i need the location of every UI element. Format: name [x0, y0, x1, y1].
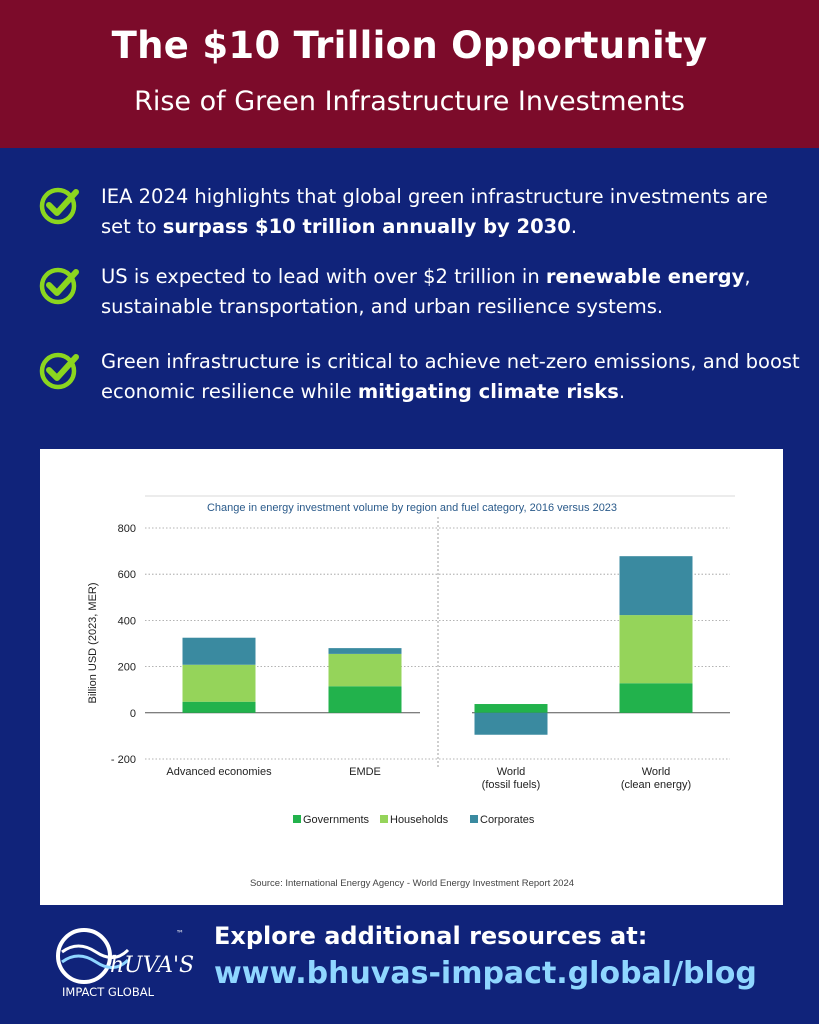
bar-segment-governments — [182, 701, 256, 713]
bar-segment-households — [182, 664, 256, 702]
footer-label: Explore additional resources at: — [214, 922, 648, 950]
legend-swatch — [380, 815, 388, 823]
x-tick-label: Advanced economies — [166, 766, 272, 778]
x-tick-label: EMDE — [349, 766, 381, 778]
y-tick-label: - 200 — [111, 754, 136, 766]
bullet-text: IEA 2024 highlights that global green in… — [101, 185, 768, 238]
bullet-text: Green infrastructure is critical to achi… — [101, 350, 800, 403]
bullet-item: IEA 2024 highlights that global green in… — [38, 182, 798, 252]
bar-segment-governments — [619, 683, 693, 713]
chart-source-note: Source: International Energy Agency - Wo… — [250, 878, 574, 889]
x-tick-label: World — [497, 766, 526, 778]
legend-label: Governments — [303, 814, 370, 826]
chart-card: Change in energy investment volume by re… — [40, 449, 783, 905]
stacked-bar-chart: Change in energy investment volume by re… — [87, 495, 735, 889]
bhuvas-impact-global-logo: hUVA'S IMPACT GLOBAL ™ — [56, 928, 194, 999]
y-tick-label: 200 — [118, 662, 136, 674]
logo-trademark: ™ — [176, 929, 184, 938]
x-tick-label: (clean energy) — [621, 779, 691, 791]
chart-title: Change in energy investment volume by re… — [207, 502, 617, 514]
bar-segment-governments — [474, 704, 548, 713]
y-tick-label: 800 — [118, 523, 136, 535]
logo-tagline: IMPACT GLOBAL — [62, 985, 155, 999]
y-tick-label: 0 — [130, 708, 136, 720]
logo-wordmark: hUVA'S — [110, 953, 194, 978]
legend-label: Corporates — [480, 814, 535, 826]
bar-segment-corporates — [182, 637, 256, 665]
x-tick-label: World — [642, 766, 671, 778]
bar-segment-households — [619, 615, 693, 684]
bar-segment-governments — [328, 686, 402, 713]
bullet-text: US is expected to lead with over $2 tril… — [101, 265, 751, 318]
footer-url-link[interactable]: www.bhuvas-impact.global/blog — [214, 956, 757, 991]
y-axis-label: Billion USD (2023, MER) — [87, 582, 99, 703]
bullet-item: Green infrastructure is critical to achi… — [38, 347, 800, 417]
check-circle-icon — [39, 267, 79, 305]
legend-swatch — [293, 815, 301, 823]
legend-label: Households — [390, 814, 449, 826]
bar-segment-households — [328, 653, 402, 687]
page-subtitle: Rise of Green Infrastructure Investments — [134, 86, 685, 117]
bar-segment-corporates — [619, 556, 693, 616]
page-title: The $10 Trillion Opportunity — [111, 24, 708, 67]
bar-segment-corporates — [474, 712, 548, 735]
legend-swatch — [470, 815, 478, 823]
check-circle-icon — [39, 352, 79, 390]
x-tick-label: (fossil fuels) — [482, 779, 541, 791]
bar-segment-corporates — [328, 648, 402, 654]
check-circle-icon — [39, 187, 79, 225]
y-tick-label: 400 — [118, 615, 136, 627]
y-tick-label: 600 — [118, 569, 136, 581]
bullet-item: US is expected to lead with over $2 tril… — [38, 262, 798, 332]
header-banner: The $10 Trillion Opportunity Rise of Gre… — [0, 0, 819, 148]
